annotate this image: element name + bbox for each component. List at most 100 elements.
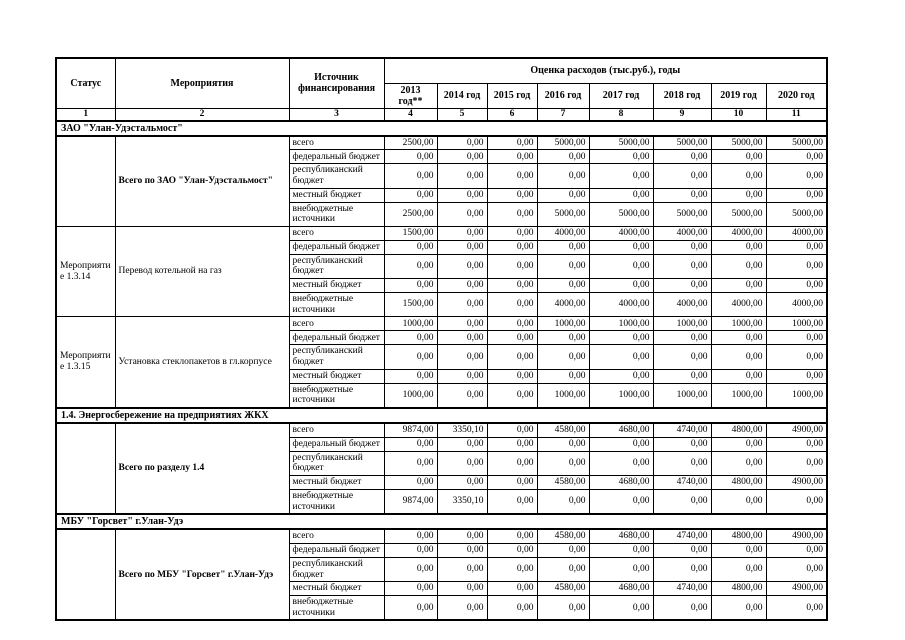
value-cell: 0,00 [588, 278, 654, 294]
source-cell: федеральный бюджет [288, 542, 385, 558]
status-cell [55, 422, 116, 515]
value-cell: 0,00 [710, 368, 767, 384]
value-cell: 0,00 [436, 368, 488, 384]
value-cell: 4800,00 [710, 528, 767, 544]
value-cell: 0,00 [383, 163, 438, 189]
value-cell: 0,00 [383, 278, 438, 294]
source-cell: местный бюджет [288, 278, 385, 294]
source-cell: внебюджетные источники [288, 488, 385, 515]
value-cell: 0,00 [710, 595, 767, 621]
value-cell: 4000,00 [710, 225, 767, 241]
value-cell: 0,00 [765, 556, 828, 583]
year-header: 2015 год [486, 82, 538, 109]
value-cell: 1000,00 [588, 382, 654, 409]
value-cell: 5000,00 [710, 201, 767, 227]
value-cell: 0,00 [536, 163, 590, 189]
value-cell: 4740,00 [652, 422, 712, 438]
year-header: 2017 год [588, 82, 654, 109]
value-cell: 0,00 [486, 344, 538, 370]
value-cell: 4580,00 [536, 422, 590, 438]
value-cell: 0,00 [383, 542, 438, 558]
value-cell: 0,00 [536, 344, 590, 370]
value-cell: 9874,00 [383, 488, 438, 515]
value-cell: 4000,00 [652, 292, 712, 318]
value-cell: 0,00 [588, 330, 654, 346]
value-cell: 0,00 [436, 292, 488, 318]
column-number: 11 [765, 107, 828, 122]
source-cell: местный бюджет [288, 368, 385, 384]
value-cell: 0,00 [383, 436, 438, 452]
value-cell: 0,00 [436, 382, 488, 409]
value-cell: 1500,00 [383, 292, 438, 318]
value-cell: 1500,00 [383, 225, 438, 241]
value-cell: 0,00 [383, 253, 438, 280]
value-cell: 0,00 [588, 344, 654, 370]
source-cell: федеральный бюджет [288, 436, 385, 452]
value-cell: 5000,00 [588, 201, 654, 227]
value-cell: 1000,00 [383, 316, 438, 332]
value-cell: 0,00 [765, 278, 828, 294]
value-cell: 0,00 [436, 239, 488, 255]
value-cell: 0,00 [710, 330, 767, 346]
value-cell: 0,00 [486, 542, 538, 558]
value-cell: 0,00 [652, 330, 712, 346]
value-cell: 0,00 [765, 595, 828, 621]
value-cell: 0,00 [436, 556, 488, 583]
value-cell: 0,00 [765, 330, 828, 346]
source-cell: местный бюджет [288, 187, 385, 203]
value-cell: 0,00 [383, 528, 438, 544]
value-cell: 4740,00 [652, 474, 712, 490]
value-cell: 1000,00 [536, 382, 590, 409]
value-cell: 0,00 [486, 581, 538, 597]
column-number: 10 [710, 107, 767, 122]
value-cell: 4900,00 [765, 422, 828, 438]
section-title: МБУ "Горсвет" г.Улан-Удэ [55, 513, 828, 531]
value-cell: 4900,00 [765, 528, 828, 544]
source-cell: республиканский бюджет [288, 344, 385, 370]
value-cell: 0,00 [765, 436, 828, 452]
section-title: ЗАО "Улан-Удэстальмост" [55, 119, 828, 137]
value-cell: 0,00 [652, 253, 712, 280]
value-cell: 1000,00 [765, 316, 828, 332]
value-cell: 4900,00 [765, 474, 828, 490]
value-cell: 5000,00 [652, 201, 712, 227]
value-cell: 0,00 [436, 187, 488, 203]
value-cell: 0,00 [588, 450, 654, 476]
value-cell: 0,00 [536, 542, 590, 558]
value-cell: 1000,00 [383, 382, 438, 409]
status-cell [55, 135, 116, 227]
status-cell: Мероприятие 1.3.15 [55, 316, 116, 409]
value-cell: 4000,00 [536, 292, 590, 318]
value-cell: 0,00 [436, 528, 488, 544]
value-cell: 0,00 [436, 595, 488, 621]
document-page: Статус Мероприятия Источник финансирован… [55, 57, 828, 622]
year-header: 2016 год [536, 82, 590, 109]
value-cell: 0,00 [383, 368, 438, 384]
source-cell: местный бюджет [288, 581, 385, 597]
column-number: 6 [486, 107, 538, 122]
value-cell: 0,00 [383, 450, 438, 476]
value-cell: 0,00 [765, 368, 828, 384]
value-cell: 1000,00 [536, 316, 590, 332]
value-cell: 0,00 [536, 556, 590, 583]
value-cell: 2500,00 [383, 135, 438, 151]
value-cell: 0,00 [486, 528, 538, 544]
value-cell: 4800,00 [710, 474, 767, 490]
value-cell: 4000,00 [765, 292, 828, 318]
year-header: 2014 год [436, 82, 488, 109]
value-cell: 0,00 [652, 436, 712, 452]
value-cell: 0,00 [436, 330, 488, 346]
value-cell: 5000,00 [588, 135, 654, 151]
value-cell: 5000,00 [710, 135, 767, 151]
value-cell: 0,00 [486, 422, 538, 438]
value-cell: 0,00 [765, 542, 828, 558]
value-cell: 0,00 [536, 149, 590, 165]
value-cell: 0,00 [588, 542, 654, 558]
value-cell: 5000,00 [652, 135, 712, 151]
value-cell: 0,00 [436, 436, 488, 452]
value-cell: 0,00 [765, 149, 828, 165]
value-cell: 9874,00 [383, 422, 438, 438]
column-number: 3 [288, 107, 385, 122]
value-cell: 5000,00 [536, 201, 590, 227]
column-number: 8 [588, 107, 654, 122]
